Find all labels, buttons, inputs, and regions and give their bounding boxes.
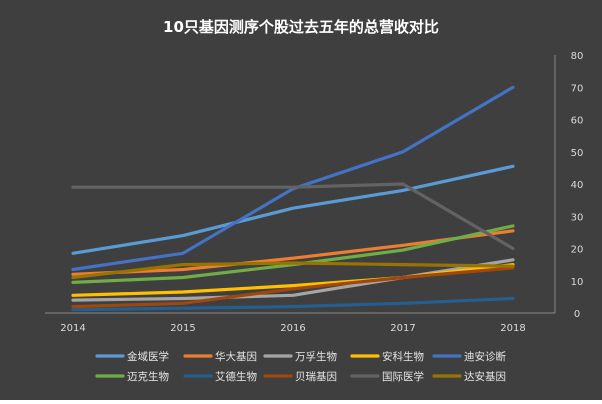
legend-label: 国际医学	[382, 370, 424, 383]
y-tick-label: 20	[571, 245, 584, 256]
legend-label: 安科生物	[382, 350, 424, 363]
legend-label: 金域医学	[127, 350, 169, 363]
series-lines	[71, 85, 515, 312]
x-tick-label: 2015	[170, 323, 195, 334]
y-tick-label: 40	[571, 180, 584, 191]
y-tick-label: 10	[571, 277, 584, 288]
series-line-9	[71, 182, 515, 251]
y-tick-label: 30	[571, 212, 584, 223]
y-tick-label: 70	[571, 83, 584, 94]
y-tick-label: 50	[571, 148, 584, 159]
y-tick-label: 80	[571, 51, 584, 62]
series-line-10	[71, 261, 515, 280]
y-tick-label: 0	[574, 309, 580, 320]
y-axis-ticks: 0 10 20 30 40 50 60 70 80	[571, 51, 584, 320]
y-tick-label: 60	[571, 116, 584, 127]
legend-label: 艾德生物	[215, 370, 257, 383]
legend-label: 万孚生物	[295, 350, 337, 363]
legend-label: 迈克生物	[127, 370, 169, 383]
x-tick-label: 2016	[280, 323, 305, 334]
series-line-7	[71, 296, 515, 312]
legend-label: 迪安诊断	[464, 350, 506, 363]
legend-label: 达安基因	[464, 370, 506, 383]
x-axis-ticks: 2014 2015 2016 2017 2018	[60, 323, 525, 334]
series-line-8	[71, 266, 515, 309]
chart-title: 10只基因测序个股过去五年的总营收对比	[163, 18, 439, 36]
x-tick-label: 2018	[500, 323, 525, 334]
legend-label: 华大基因	[215, 350, 257, 363]
legend-label: 贝瑞基因	[295, 370, 337, 383]
series-line-1	[71, 164, 515, 255]
x-tick-label: 2014	[60, 323, 85, 334]
x-tick-label: 2017	[390, 323, 415, 334]
